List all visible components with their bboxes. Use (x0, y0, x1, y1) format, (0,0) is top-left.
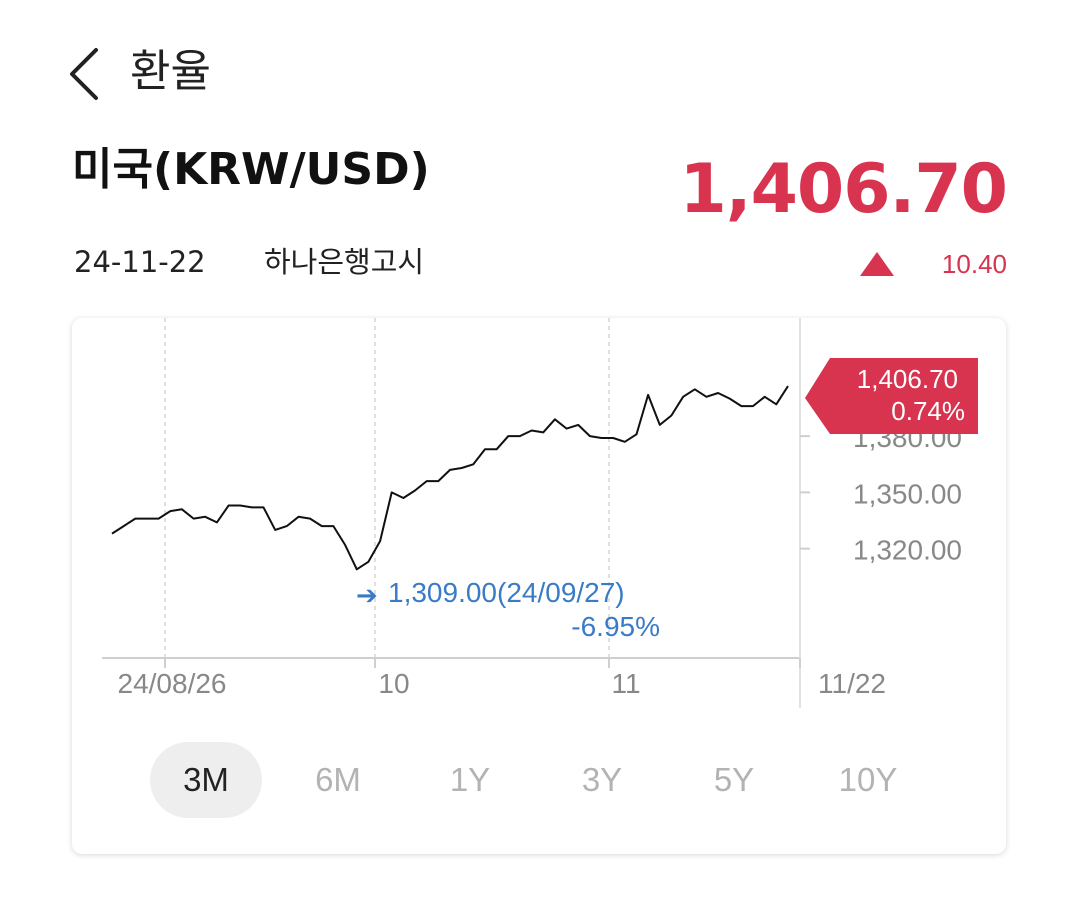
quote-date: 24-11-22 (74, 245, 206, 279)
series-line (111, 385, 789, 571)
back-button[interactable] (66, 46, 110, 102)
currency-name: 미국(KRW/USD) (72, 144, 430, 195)
period-tabs: 3M 6M 1Y 3Y 5Y 10Y (150, 742, 950, 818)
min-annotation-percent: -6.95% (571, 611, 660, 642)
current-value-badge (805, 358, 978, 434)
arrow-right-icon: ➔ (356, 581, 378, 611)
x-tick-label: 11/22 (818, 668, 886, 699)
y-tick-label: 1,320.00 (853, 535, 962, 566)
quote-source: 하나은행고시 (264, 245, 425, 279)
chart-card: 1,380.00 1,350.00 1,320.00 24/08/26 10 11 11/2… (72, 318, 1006, 854)
current-price: 1,406.70 (679, 150, 1008, 229)
x-tick-label: 10 (378, 668, 409, 699)
x-tick-label: 11 (611, 668, 640, 699)
tab-3m[interactable]: 3M (150, 742, 262, 818)
tab-1y[interactable]: 1Y (449, 761, 491, 798)
badge-percent: 0.74% (891, 396, 965, 426)
x-tick-label: 24/08/26 (118, 668, 227, 699)
badge-value: 1,406.70 (857, 364, 958, 394)
tab-6m[interactable]: 6M (315, 761, 361, 798)
page-title: 환율 (130, 46, 211, 97)
tab-5y[interactable]: 5Y (713, 761, 755, 798)
tab-10y[interactable]: 10Y (838, 761, 898, 798)
tab-3y[interactable]: 3Y (581, 761, 623, 798)
change-value: 10.40 (941, 248, 1007, 279)
min-annotation-value: 1,309.00(24/09/27) (388, 577, 625, 608)
up-triangle-icon (859, 252, 894, 276)
y-tick-label: 1,350.00 (853, 478, 962, 509)
price-change: 10.40 (859, 244, 1007, 284)
chevron-left-icon (70, 48, 98, 100)
app-header: 환율 (0, 0, 1079, 140)
